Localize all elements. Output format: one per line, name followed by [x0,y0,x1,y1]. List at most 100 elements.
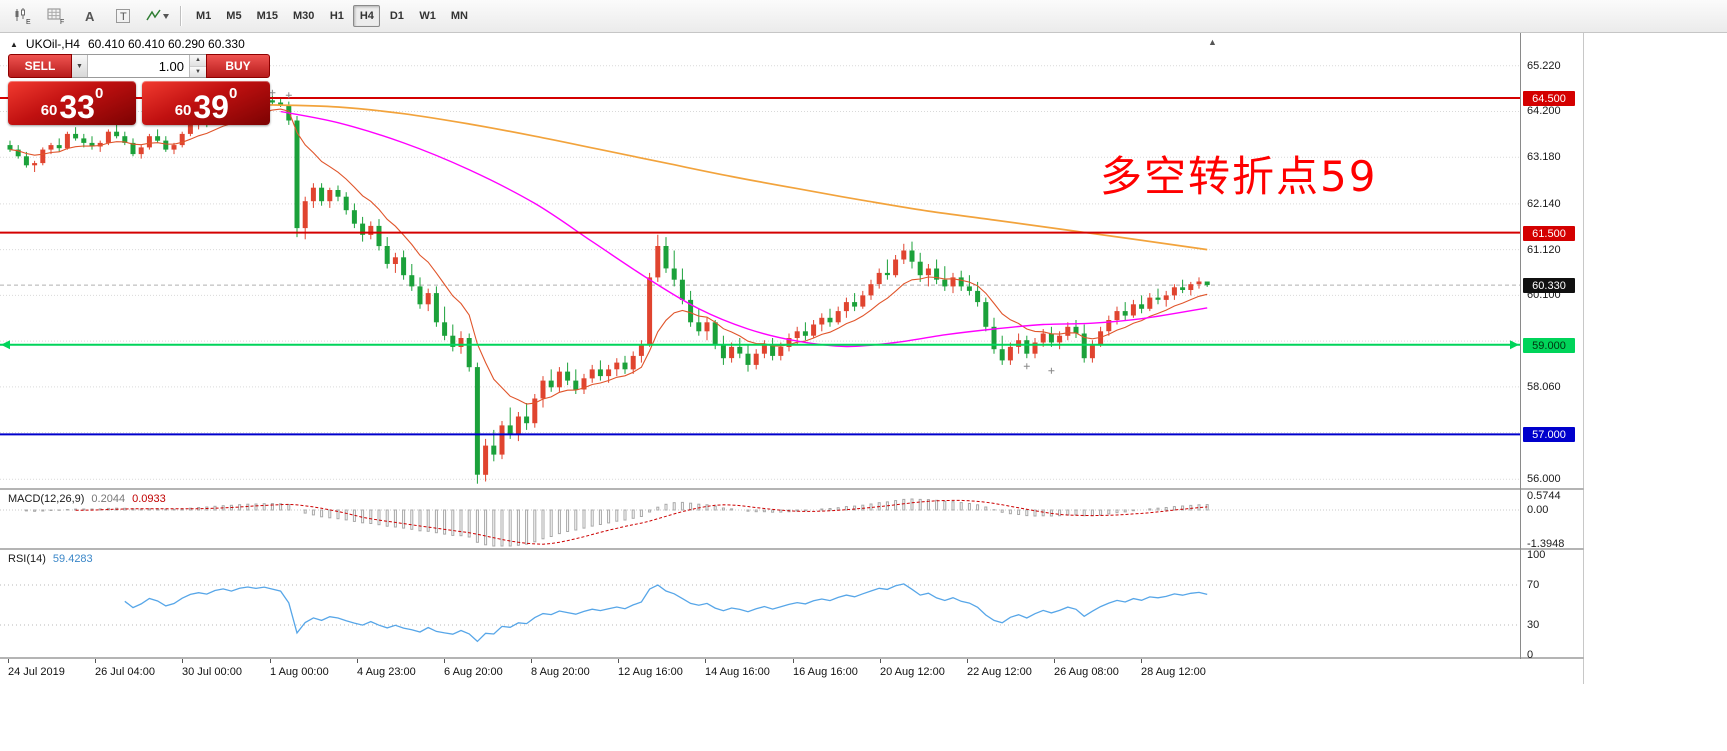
ma-slow-line [264,103,1208,251]
chart-window: ▲ UKOil-,H4 60.410 60.410 60.290 60.330 … [0,33,1584,684]
rsi-axis-label: 30 [1527,619,1540,631]
time-tick [95,659,96,663]
timeframe-button-m1[interactable]: M1 [196,10,212,22]
rsi-label: RSI(14) 59.4283 [8,553,93,565]
time-tick [444,659,445,663]
timeframe-button-m30[interactable]: M30 [292,10,315,22]
buy-button[interactable]: BUY [206,54,270,78]
price-axis-label: 56.000 [1527,473,1561,485]
time-tick [618,659,619,663]
ma-fast-line [9,108,1208,405]
time-tick [270,659,271,663]
macd-main-value: 0.2044 [91,493,126,505]
time-tick [793,659,794,663]
grid-chart-icon[interactable]: F [42,4,70,28]
svg-text:A: A [85,9,95,24]
text-label-icon[interactable]: A [76,4,104,28]
chart-annotation-text[interactable]: 多空转折点59 [1100,152,1378,201]
rsi-name: RSI(14) [8,553,46,565]
svg-text:F: F [60,19,64,25]
time-tick [8,659,9,663]
bid-quote-panel[interactable]: 60 33 0 [8,81,136,125]
ma-mid-line [280,110,1208,348]
time-tick [357,659,358,663]
pane-divider[interactable] [0,548,1584,550]
time-tick [182,659,183,663]
bid-pip-digit: 0 [94,85,104,102]
ask-quote-panel[interactable]: 60 39 0 [142,81,270,125]
rsi-indicator-pane[interactable] [0,550,1520,657]
volume-decrease-button[interactable]: ▼ [190,65,206,77]
price-axis-label: 58.060 [1527,381,1561,393]
time-axis-label: 12 Aug 16:00 [618,666,683,678]
time-axis[interactable]: 24 Jul 2019 26 Jul 04:00 30 Jul 00:00 1 Aug… [0,659,1584,684]
pane-divider[interactable] [0,657,1584,659]
trade-buttons-row: SELL ▼ ▲ ▼ BUY [8,54,270,78]
trade-markers [269,89,1055,374]
price-axis-label: 62.140 [1527,198,1561,210]
price-badge: 64.500 [1523,91,1575,106]
quote-row: 60 33 0 60 39 0 [8,81,270,125]
time-axis-label: 22 Aug 12:00 [967,666,1032,678]
time-axis-label: 30 Jul 00:00 [182,666,242,678]
bid-main-digits: 33 [59,88,95,125]
time-axis-label: 28 Aug 12:00 [1141,666,1206,678]
collapse-triangle-icon: ▲ [10,39,18,49]
macd-signal-line [75,499,1208,545]
rsi-axis-label: 0 [1527,649,1534,661]
time-tick [705,659,706,663]
symbol-period-label: UKOil-,H4 [25,37,80,51]
price-gridlines [0,65,1520,480]
timeframe-button-w1[interactable]: W1 [419,10,436,22]
volume-input[interactable] [88,55,189,77]
rsi-axis-label: 100 [1527,549,1546,561]
pane-divider[interactable] [0,488,1584,490]
time-tick [1141,659,1142,663]
svg-text:E: E [26,19,31,25]
time-axis-label: 1 Aug 00:00 [270,666,329,678]
timeframe-button-h1[interactable]: H1 [329,10,344,22]
price-axis-label: 64.200 [1527,105,1561,117]
price-badge: 60.330 [1523,278,1575,293]
volume-dropdown-icon[interactable]: ▼ [72,55,88,77]
timeframe-button-m5[interactable]: M5 [226,10,242,22]
timeframe-button-h4[interactable]: H4 [353,5,381,27]
time-tick [1054,659,1055,663]
ohlc-values: 60.410 60.410 60.290 60.330 [87,37,245,51]
price-chart[interactable] [0,33,1520,488]
volume-increase-button[interactable]: ▲ [190,55,206,66]
price-badge: 59.000 [1523,338,1575,353]
price-axis[interactable]: 65.220 64.200 63.180 62.140 61.120 60.100 58.0… [1520,33,1584,661]
timeframe-button-mn[interactable]: MN [450,10,468,22]
time-axis-label: 20 Aug 12:00 [880,666,945,678]
macd-name: MACD(12,26,9) [8,493,85,505]
ask-main-digits: 39 [193,88,229,125]
text-box-icon[interactable]: T [110,4,138,28]
horizontal-line-59.000[interactable] [0,340,1520,350]
macd-axis-label: 0.00 [1527,504,1549,516]
timeframe-button-d1[interactable]: D1 [389,10,404,22]
macd-indicator-pane[interactable] [0,490,1520,548]
price-axis-label: 61.120 [1527,244,1561,256]
rsi-value: 59.4283 [52,553,93,565]
time-tick [967,659,968,663]
timeframe-button-m15[interactable]: M15 [256,10,278,22]
main-toolbar: E F A T M1 M5 M15 M30 H1 H4 D1 W1 MN [0,0,1727,33]
candles [7,95,1210,484]
time-axis-label: 8 Aug 20:00 [531,666,590,678]
time-axis-label: 24 Jul 2019 [8,666,65,678]
candlestick-chart-icon[interactable]: E [8,4,36,28]
sell-button[interactable]: SELL [8,54,72,78]
rsi-line [124,583,1208,643]
time-axis-label: 6 Aug 20:00 [444,666,503,678]
macd-signal-value: 0.0933 [132,493,166,505]
time-axis-label: 4 Aug 23:00 [357,666,416,678]
one-click-trading-widget: SELL ▼ ▲ ▼ BUY 60 33 0 60 [8,54,270,125]
macd-axis-label: -1.3948 [1527,538,1565,550]
time-tick [531,659,532,663]
timeframe-bar: M1 M5 M15 M30 H1 H4 D1 W1 MN [190,5,474,27]
macd-histogram [24,498,1209,547]
indicators-icon[interactable] [144,4,172,28]
chart-title: ▲ UKOil-,H4 60.410 60.410 60.290 60.330 [10,37,245,51]
